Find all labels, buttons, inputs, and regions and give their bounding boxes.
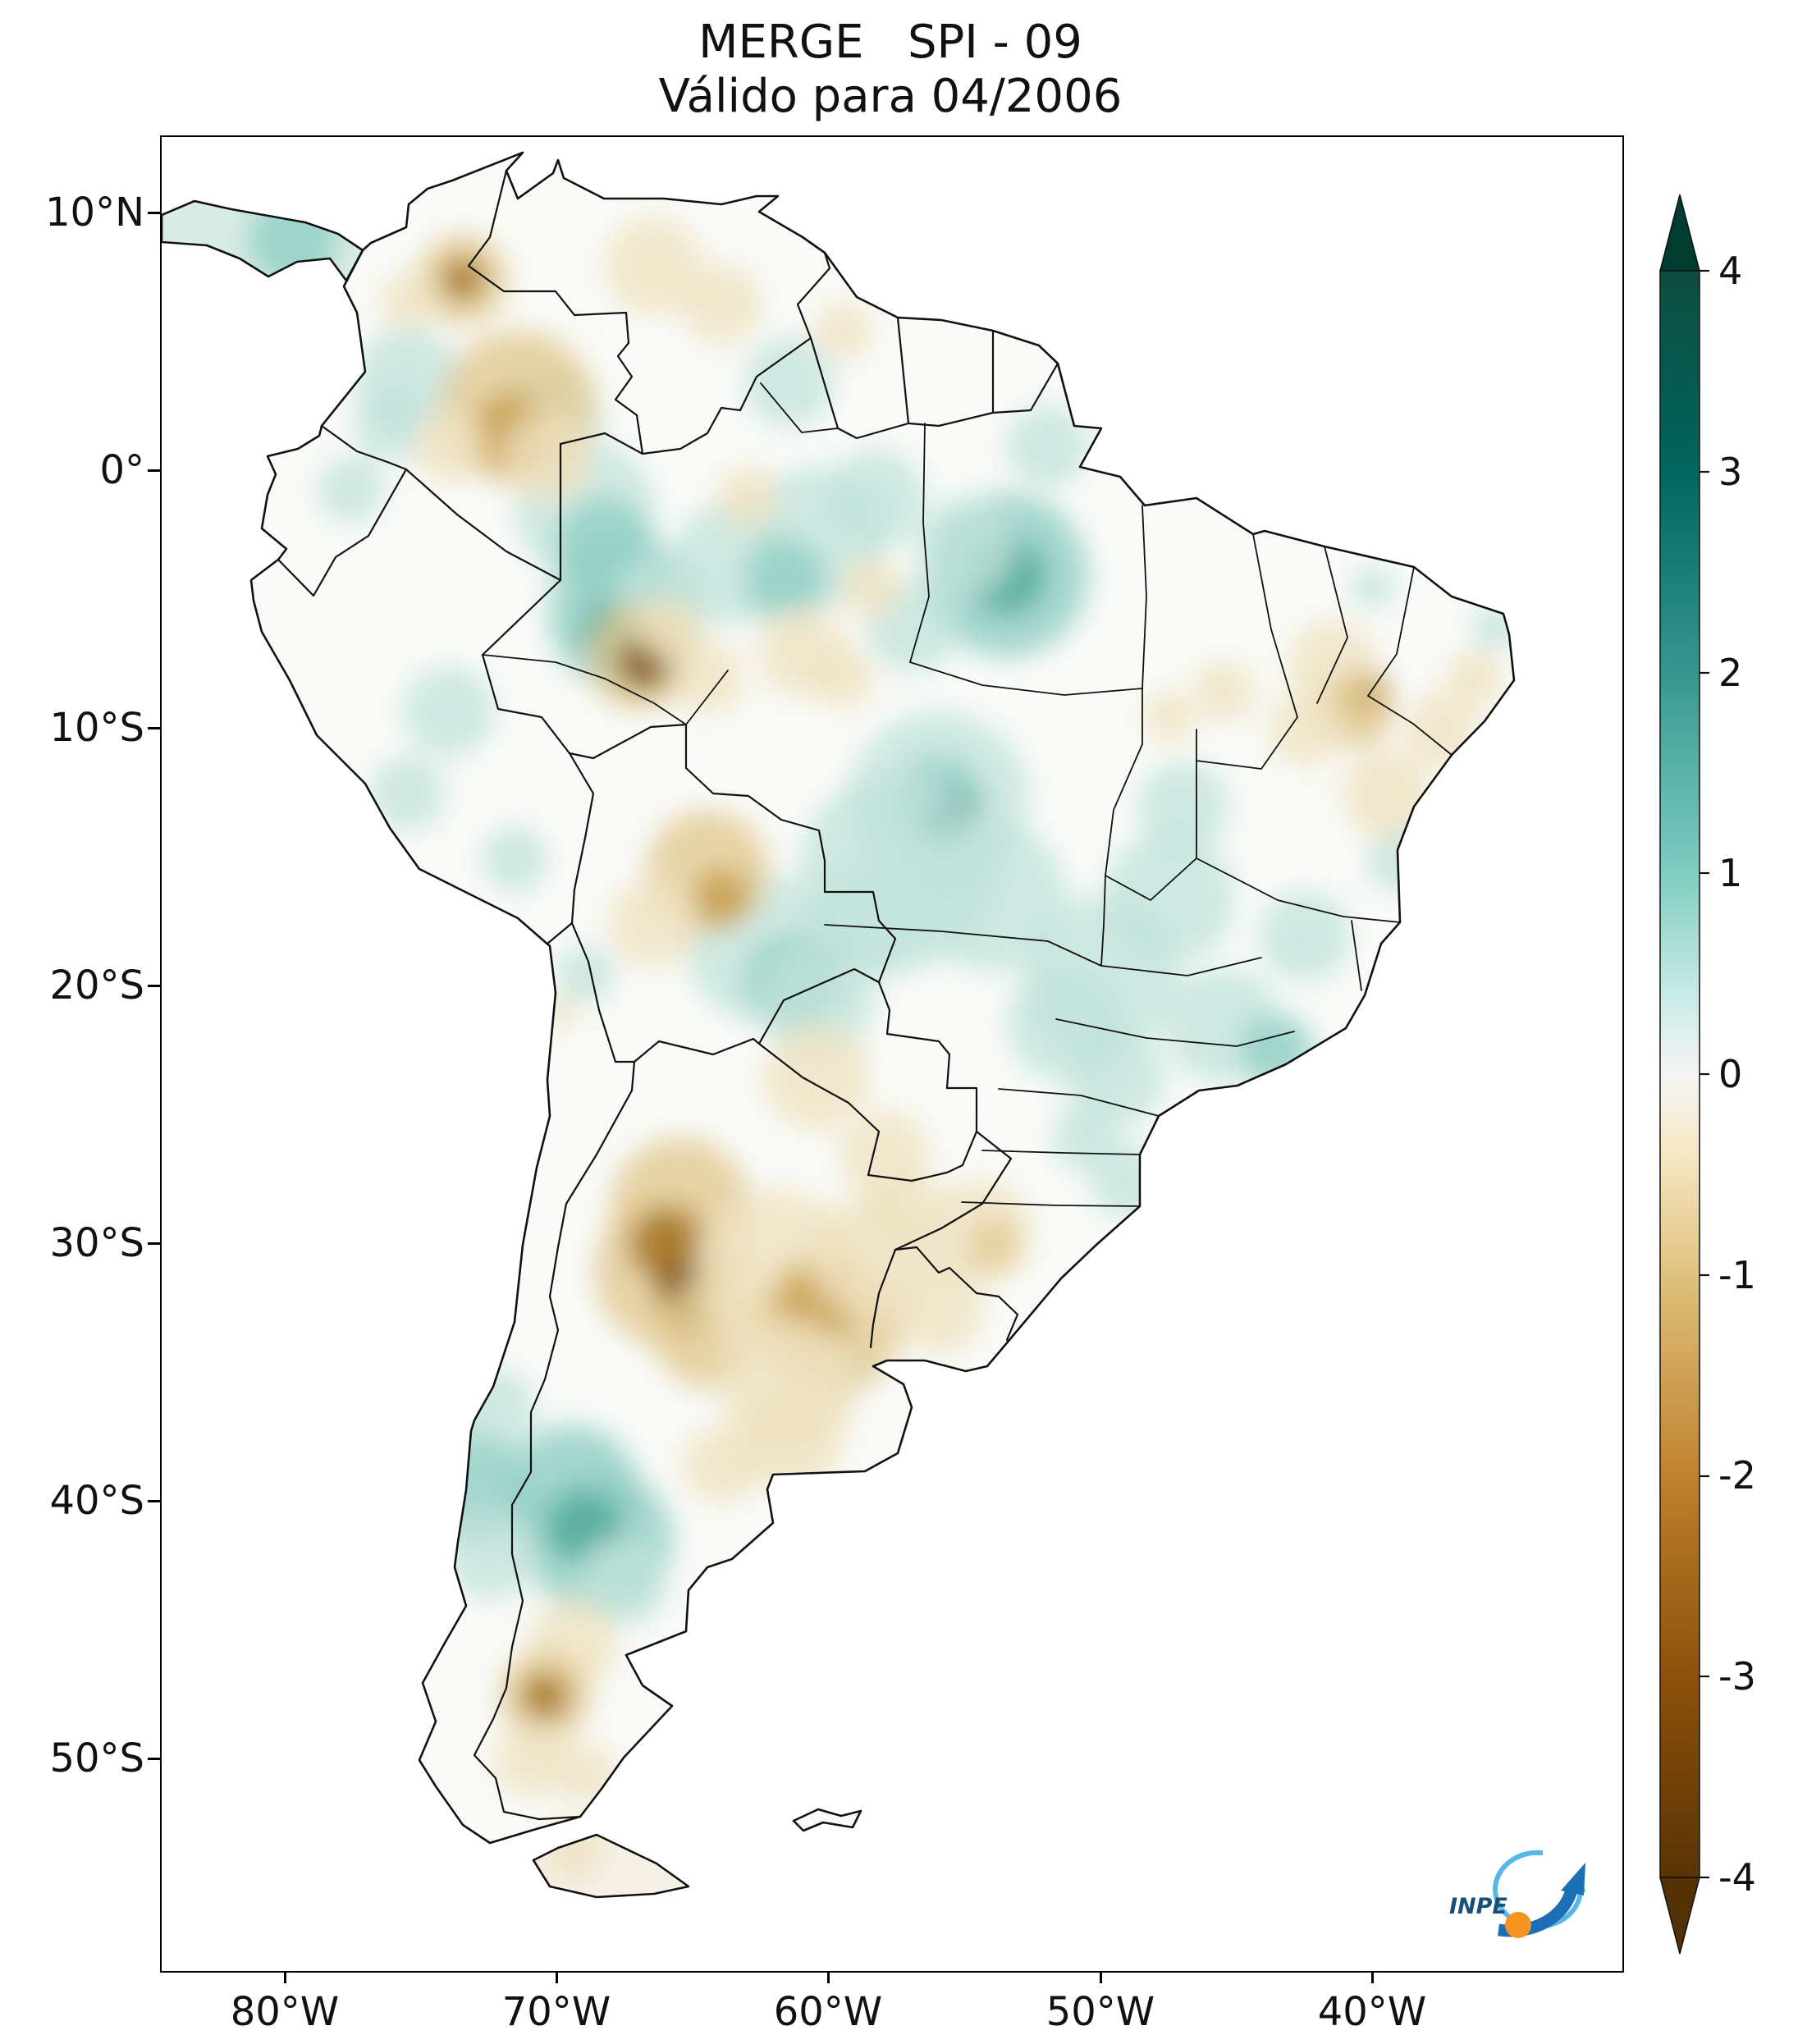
axis-tick [148,727,160,729]
lat-tick-label: 10°N [45,190,144,235]
colorbar-tick-label: -1 [1718,1253,1756,1297]
colorbar-extend-min [1659,1877,1700,1955]
colorbar-tick-label: 2 [1718,651,1743,695]
logo-bold-arrowhead [1561,1863,1585,1895]
colorbar-tick-label: 1 [1718,851,1743,895]
lon-tick-label: 60°W [773,1989,883,2035]
field-texture [162,153,1514,1897]
colorbar-ticks [1700,269,1709,1879]
inpe-logo-text: INPE [1449,1894,1507,1919]
inpe-logo: INPE [1420,1838,1608,1949]
lat-tick-label: 50°S [49,1735,144,1781]
lon-tick-label: 40°W [1317,1989,1427,2035]
axis-tick [148,469,160,472]
figure-title: MERGE SPI - 09 [698,16,1082,69]
lat-tick-label: 10°S [49,705,144,751]
lat-tick-label: 0° [99,447,144,493]
south-america-map [162,151,1516,1899]
lon-tick-label: 50°W [1045,1989,1155,2035]
axis-tick [148,1500,160,1502]
coastline [162,151,1516,1899]
lat-tick-label: 30°S [49,1220,144,1266]
axis-tick [148,1242,160,1245]
colorbar-tick-label: 0 [1718,1052,1743,1096]
axis-tick [1100,1971,1102,1983]
lat-tick-label: 40°S [49,1478,144,1524]
axis-tick [827,1971,830,1983]
colorbar-tick-label: 4 [1718,249,1743,293]
lat-tick-label: 20°S [49,963,144,1008]
colorbar-extend-max [1659,194,1700,272]
axis-tick [556,1971,558,1983]
lon-tick-label: 70°W [501,1989,611,2035]
map-plot-area [160,135,1624,1973]
lon-tick-label: 80°W [230,1989,340,2035]
axis-tick [1371,1971,1374,1983]
colorbar-tick-label: 3 [1718,450,1743,494]
axis-tick [284,1971,286,1983]
axis-tick [148,212,160,214]
colorbar-tick-label: -2 [1718,1453,1756,1498]
logo-orange-dot [1505,1912,1531,1938]
colorbar-gradient [1659,270,1700,1878]
state-borders [482,382,1453,1207]
colorbar-tick-label: -3 [1718,1654,1756,1699]
country-borders [277,169,1059,1821]
axis-tick [148,1758,160,1760]
inpe-logo-graphic: INPE [1449,1850,1585,1938]
logo-light-orbit-arrow [1493,1850,1584,1929]
axis-tick [148,985,160,987]
figure-subtitle: Válido para 04/2006 [658,70,1123,123]
colorbar [1659,194,1709,1955]
colorbar-tick-label: -4 [1718,1855,1756,1900]
